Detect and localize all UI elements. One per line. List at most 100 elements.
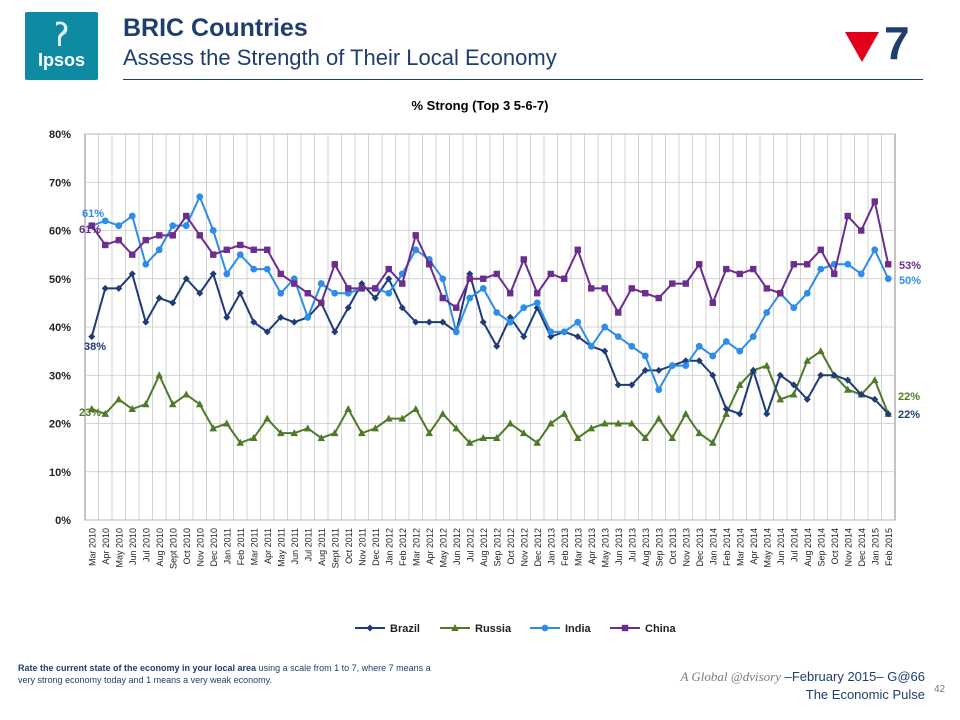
data-point	[101, 409, 110, 417]
x-tick-label: Jan 2015	[870, 528, 880, 565]
data-point	[114, 395, 123, 403]
data-point	[439, 275, 447, 283]
data-point	[541, 624, 549, 632]
data-point	[655, 386, 663, 394]
data-point	[331, 261, 338, 268]
data-point	[182, 275, 190, 283]
data-point	[371, 424, 380, 432]
data-point	[520, 333, 528, 341]
y-tick-label: 50%	[49, 274, 71, 286]
data-point	[196, 232, 203, 239]
data-point	[87, 405, 96, 413]
data-point	[709, 352, 717, 360]
data-point	[479, 433, 488, 441]
data-point	[222, 419, 231, 427]
data-point	[533, 438, 542, 446]
data-point	[621, 624, 629, 632]
x-tick-label: Dec 2012	[533, 528, 543, 567]
data-point	[642, 290, 649, 297]
question-number-badge: 7	[884, 17, 910, 69]
x-tick-label: Dec 2010	[209, 528, 219, 567]
legend-label: India	[565, 623, 592, 635]
x-tick-label: Aug 2010	[155, 528, 165, 567]
data-point	[318, 299, 325, 307]
data-point	[466, 294, 474, 302]
data-point	[547, 270, 554, 278]
data-point	[479, 285, 487, 292]
data-point	[372, 285, 379, 292]
data-point	[304, 313, 312, 321]
data-point	[249, 433, 258, 441]
data-point	[655, 294, 662, 302]
x-tick-label: Jul 2010	[141, 528, 151, 562]
data-point	[291, 280, 298, 287]
data-point	[574, 246, 581, 253]
footer-date: –February 2015– G@66	[780, 669, 925, 684]
logo-mark-icon	[56, 21, 68, 46]
data-point	[451, 624, 459, 631]
data-point	[588, 285, 595, 292]
data-point	[871, 198, 878, 205]
data-point	[884, 410, 892, 418]
legend-label: Russia	[475, 623, 512, 635]
y-tick-label: 80%	[49, 129, 71, 141]
x-tick-label: Feb 2015	[884, 528, 894, 566]
data-point	[857, 391, 865, 399]
data-point	[709, 299, 716, 307]
data-point	[101, 284, 109, 292]
x-tick-label: Sep 2013	[654, 528, 664, 567]
data-point	[601, 347, 609, 355]
data-point	[317, 280, 325, 287]
x-tick-label: Oct 2013	[668, 528, 678, 565]
end-data-label: 53%	[899, 260, 921, 272]
data-point	[493, 270, 500, 278]
data-point	[871, 246, 879, 254]
data-point	[534, 290, 541, 297]
data-point	[277, 313, 285, 321]
page-title: BRIC Countries	[123, 14, 308, 42]
data-point	[763, 410, 771, 418]
data-point	[439, 318, 447, 326]
data-point	[398, 414, 407, 422]
data-point	[722, 405, 730, 413]
data-point	[128, 270, 136, 278]
footnote-question: Rate the current state of the economy in…	[18, 663, 257, 673]
chart-title: % Strong (Top 3 5-6-7)	[411, 98, 549, 113]
data-point	[88, 222, 95, 229]
data-point	[722, 409, 731, 417]
data-point	[466, 275, 473, 282]
data-point	[628, 381, 636, 389]
data-point	[560, 328, 568, 336]
x-tick-label: Apr 2011	[263, 528, 273, 564]
data-point	[749, 333, 757, 341]
data-point	[155, 294, 163, 302]
data-point	[615, 309, 622, 316]
data-point	[546, 419, 555, 427]
legend-label: Brazil	[390, 623, 420, 635]
data-point	[426, 261, 433, 268]
data-point	[817, 265, 825, 273]
data-point	[142, 236, 149, 244]
data-point	[209, 270, 217, 278]
data-point	[236, 251, 244, 259]
ipsos-logo: Ipsos	[25, 12, 98, 80]
data-point	[722, 338, 730, 345]
data-point	[681, 409, 690, 417]
x-tick-label: Feb 2012	[398, 528, 408, 566]
data-point	[223, 246, 230, 253]
data-point	[210, 251, 217, 258]
data-point	[668, 433, 677, 441]
x-tick-label: Sep 2012	[492, 528, 502, 567]
data-point	[749, 366, 757, 374]
x-tick-label: Jul 2011	[303, 528, 313, 561]
data-point	[168, 400, 177, 408]
data-point	[358, 285, 365, 292]
data-point	[345, 285, 352, 292]
x-tick-label: Dec 2014	[857, 528, 867, 567]
data-point	[641, 433, 650, 441]
data-point	[303, 424, 312, 432]
data-point	[88, 333, 96, 341]
data-point	[330, 429, 339, 437]
end-data-label: 22%	[898, 409, 920, 421]
x-tick-label: May 2010	[114, 528, 124, 568]
